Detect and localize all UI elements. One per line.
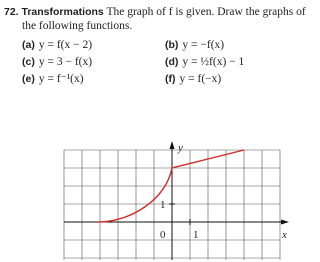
part: (e) y = f⁻¹(x) bbox=[22, 72, 165, 86]
x-arrow bbox=[281, 219, 289, 225]
part-expression: y = f(−x) bbox=[179, 73, 222, 85]
part-label: (f) bbox=[165, 73, 176, 85]
problem-title: Transformations bbox=[21, 6, 104, 18]
graph-curve bbox=[97, 149, 245, 223]
y-arrow bbox=[169, 141, 175, 149]
part-expression: y = f(x − 2) bbox=[38, 39, 93, 51]
part-label: (d) bbox=[165, 56, 179, 68]
problem-intro: 72. Transformations The graph of f is gi… bbox=[4, 5, 310, 33]
part-expression: y = f⁻¹(x) bbox=[38, 73, 84, 85]
parts-list: (a) y = f(x − 2) (b) y = −f(x) (c) y = 3 − f(… bbox=[22, 38, 312, 86]
part: (b) y = −f(x) bbox=[165, 38, 312, 52]
part: (c) y = 3 − f(x) bbox=[22, 55, 165, 69]
origin-label: 0 bbox=[160, 229, 166, 241]
part-label: (a) bbox=[22, 39, 35, 51]
part-label: (b) bbox=[165, 39, 179, 51]
part: (d) y = ½f(x) − 1 bbox=[165, 55, 312, 69]
part-expression: y = −f(x) bbox=[182, 39, 225, 51]
x-axis-label: x bbox=[281, 229, 287, 241]
part-expression: y = 3 − f(x) bbox=[38, 56, 93, 68]
x-tick-label: 1 bbox=[193, 229, 199, 241]
y-axis-label: y bbox=[177, 142, 183, 154]
part: (a) y = f(x − 2) bbox=[22, 38, 165, 52]
part-label: (e) bbox=[22, 73, 35, 85]
part-expression: y = ½f(x) − 1 bbox=[182, 56, 245, 68]
y-tick-label: 1 bbox=[160, 199, 166, 211]
problem-number: 72. bbox=[4, 6, 19, 18]
problem-text: The graph of f is given. Draw the graphs… bbox=[22, 6, 306, 32]
part-label: (c) bbox=[22, 56, 35, 68]
part: (f) y = f(−x) bbox=[165, 72, 312, 86]
